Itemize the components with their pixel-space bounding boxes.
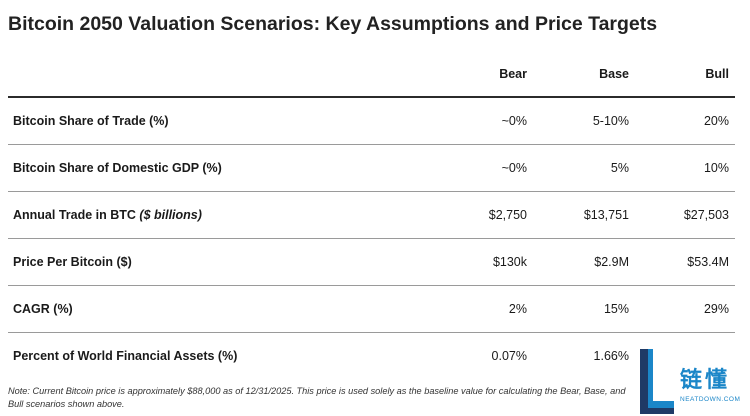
header-base: Base (529, 52, 629, 98)
bear-value: 0.07% (491, 349, 527, 363)
row-label: CAGR (%) (8, 285, 427, 333)
page-title: Bitcoin 2050 Valuation Scenarios: Key As… (8, 13, 658, 35)
row-label: Bitcoin Share of Trade (%) (8, 97, 427, 145)
bull-value: $27,503 (629, 191, 735, 239)
bear-value: ~0% (427, 97, 529, 145)
bull-value: 10% (629, 144, 735, 192)
table-row: Bitcoin Share of Trade (%) ~0% 5-10% 20% (8, 97, 735, 145)
base-value: 5% (529, 144, 629, 192)
footnote: Note: Current Bitcoin price is approxima… (8, 386, 626, 409)
watermark-url: NEATDOWN.COM (680, 396, 741, 403)
bull-value: 29% (629, 285, 735, 333)
neatdown-watermark: 链懂 NEATDOWN.COM (636, 346, 750, 416)
row-label: Annual Trade in BTC ($ billions) (8, 191, 427, 239)
base-value: 5-10% (529, 97, 629, 145)
table-row: Bitcoin Share of Domestic GDP (%) ~0% 5%… (8, 144, 735, 192)
valuation-table: Bear Base Bull Bitcoin Share of Trade (%… (8, 52, 735, 379)
table-row: CAGR (%) 2% 15% 29% (8, 285, 735, 333)
header-bear: Bear (427, 52, 529, 98)
bear-value: 2% (427, 285, 529, 333)
bull-value: 20% (629, 97, 735, 145)
bull-value: $53.4M (629, 238, 735, 286)
base-value: $13,751 (529, 191, 629, 239)
table-row: Percent of World Financial Assets (%) 0.… (8, 333, 735, 380)
neatdown-logo-icon (636, 346, 680, 416)
header-bull: Bull (629, 52, 735, 98)
base-value: 15% (529, 285, 629, 333)
row-label: Bitcoin Share of Domestic GDP (%) (8, 144, 427, 192)
row-label: Price Per Bitcoin ($) (8, 238, 427, 286)
bear-value: $130k (427, 238, 529, 286)
watermark-chinese-text: 链懂 (680, 368, 731, 393)
base-value: 1.66% (593, 349, 629, 363)
table-row: Annual Trade in BTC ($ billions) $2,750 … (8, 191, 735, 239)
bear-value: ~0% (427, 144, 529, 192)
row-label: Percent of World Financial Assets (%) (13, 349, 238, 363)
table-header-row: Bear Base Bull (8, 52, 735, 98)
bear-value: $2,750 (427, 191, 529, 239)
table-row: Price Per Bitcoin ($) $130k $2.9M $53.4M (8, 238, 735, 286)
base-value: $2.9M (529, 238, 629, 286)
header-label (8, 52, 427, 98)
